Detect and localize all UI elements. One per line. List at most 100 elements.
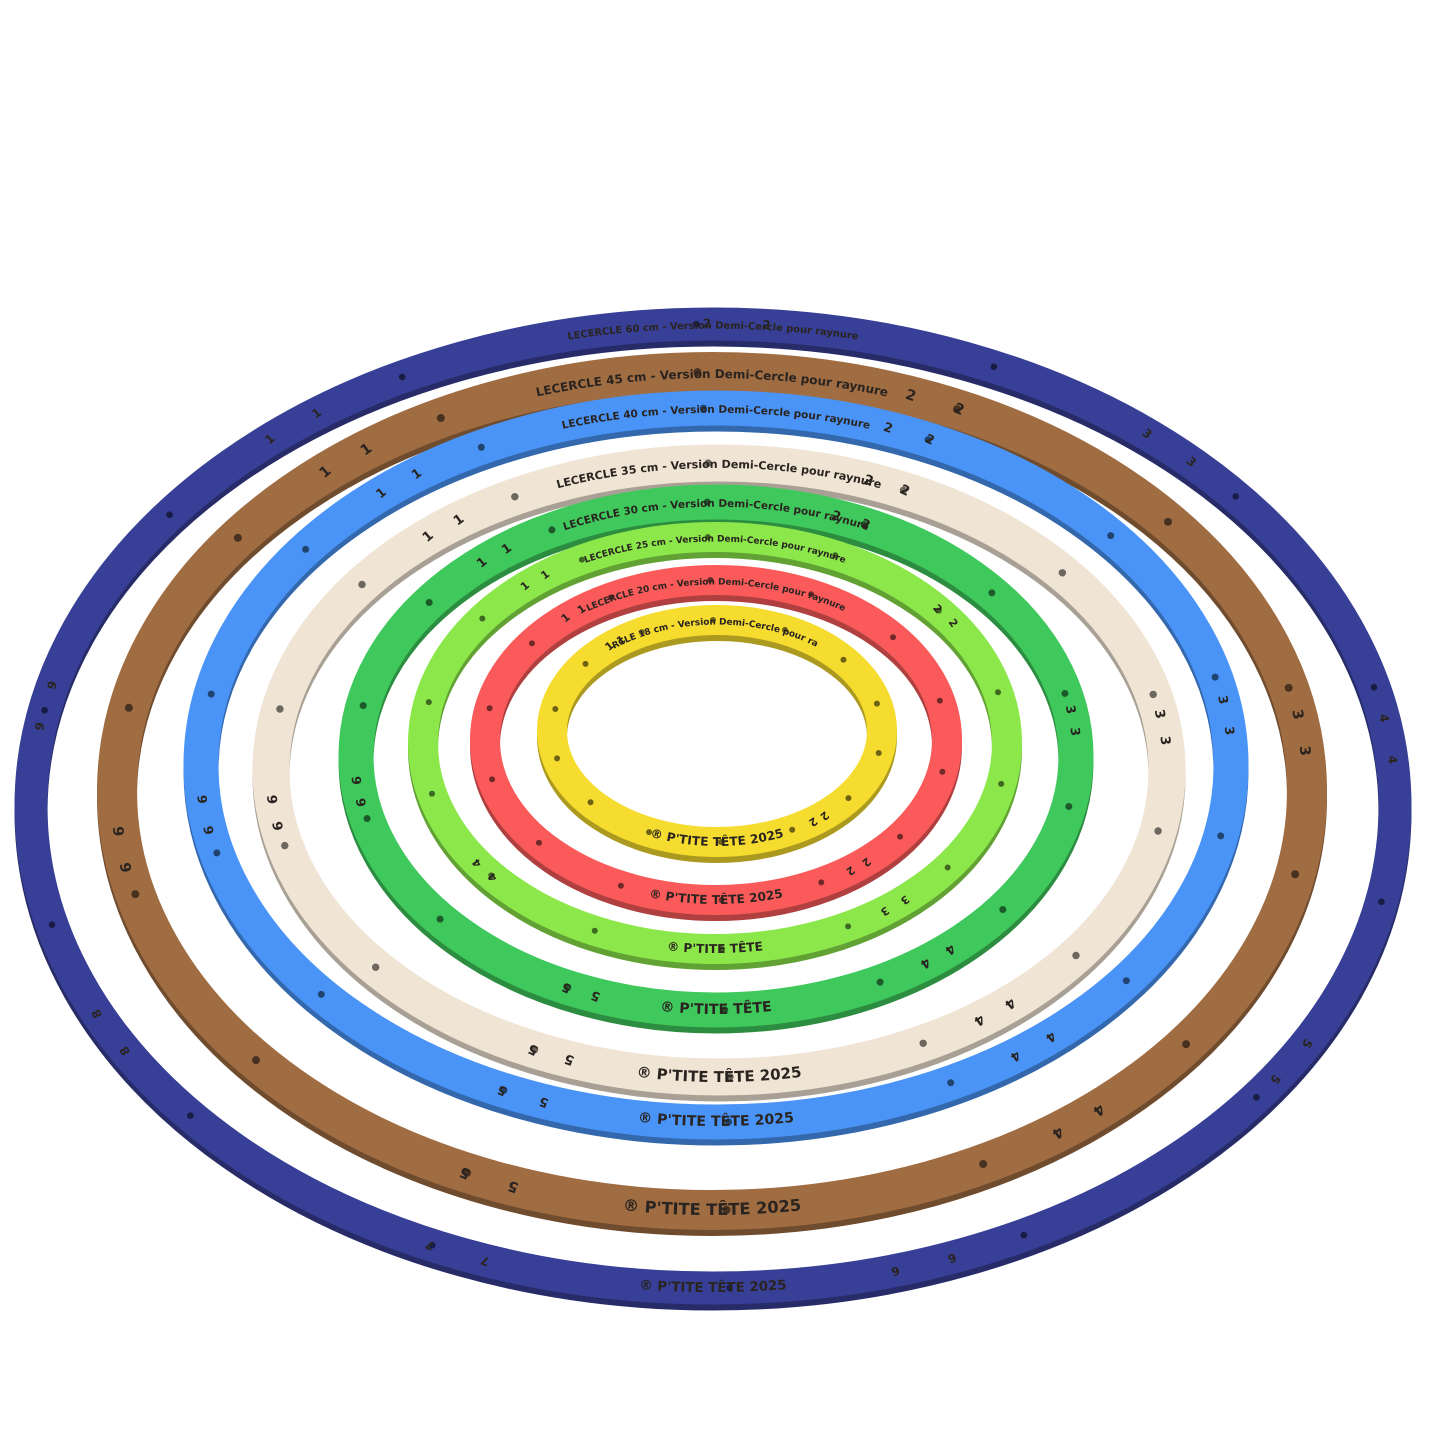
hole xyxy=(1253,1093,1260,1101)
ring-face xyxy=(470,565,962,915)
hole xyxy=(1107,532,1115,540)
hole xyxy=(995,689,1002,696)
hole xyxy=(564,983,572,991)
ring-number: 4 xyxy=(1385,755,1400,765)
hole xyxy=(840,656,847,663)
ring-brand-text: ® P'TITE TÊTE 2025 xyxy=(648,886,784,907)
hole xyxy=(935,607,942,614)
hole xyxy=(617,882,624,889)
hole xyxy=(124,703,133,712)
hole xyxy=(479,615,486,622)
hole xyxy=(845,795,852,802)
hole xyxy=(944,864,951,871)
ring: LECERCLE 25 cm - Version Demi-Cercle pou… xyxy=(408,522,1022,970)
ring-number: 6 xyxy=(200,824,216,836)
ring-number: 3 xyxy=(1067,726,1083,736)
hole xyxy=(428,790,435,797)
hole xyxy=(1370,684,1378,691)
hole xyxy=(398,373,406,381)
ring-number: 9 xyxy=(44,679,60,691)
ring-number: 3 xyxy=(1151,708,1167,720)
hole xyxy=(704,534,711,541)
hole xyxy=(1065,802,1073,810)
hole xyxy=(41,706,48,714)
ring-number: 6 xyxy=(353,797,369,809)
hole xyxy=(638,629,645,636)
ring-brand-text: ® P'TITE TÊTE xyxy=(666,939,763,956)
hole xyxy=(477,443,485,451)
hole xyxy=(693,320,700,328)
hole xyxy=(462,1168,471,1177)
ring-face xyxy=(183,390,1249,1140)
ring-number: 2 xyxy=(762,318,771,333)
ring: LECERCLE 45 cm - Version Demi-Cercle pou… xyxy=(97,352,1327,1236)
hole xyxy=(924,436,932,444)
ring-number: 6 xyxy=(111,825,128,837)
ring-brand: ® P'TITE TÊTE 2025 xyxy=(639,1278,787,1296)
ring-number: 3 xyxy=(1063,704,1079,715)
hole xyxy=(718,838,725,845)
hole xyxy=(726,1073,734,1081)
hole xyxy=(131,890,140,899)
hole xyxy=(1154,827,1162,835)
hole xyxy=(371,963,380,971)
hole xyxy=(425,699,432,706)
ring-number: 2 xyxy=(703,316,711,330)
hole xyxy=(704,459,712,467)
hole xyxy=(511,493,519,501)
hole xyxy=(845,923,852,930)
hole xyxy=(428,1241,436,1249)
hole xyxy=(48,921,56,928)
hole xyxy=(703,498,711,506)
ring-number: 6 xyxy=(890,1263,902,1279)
hole xyxy=(899,486,908,494)
hole xyxy=(582,660,589,667)
hole xyxy=(359,702,367,710)
hole xyxy=(1061,689,1069,697)
hole xyxy=(1072,951,1080,960)
hole xyxy=(276,705,284,713)
ring-number: 3 xyxy=(1215,694,1231,705)
hole xyxy=(1149,690,1157,699)
ring-number: 3 xyxy=(1288,708,1306,721)
hole xyxy=(707,577,714,584)
hole xyxy=(890,634,897,641)
hole xyxy=(500,1086,508,1094)
hole xyxy=(207,690,215,698)
ring-number: 3 xyxy=(1157,735,1173,746)
hole xyxy=(1284,683,1293,692)
hole xyxy=(808,591,815,598)
hole xyxy=(1164,517,1173,526)
hole xyxy=(302,545,310,553)
ring: LECERCLE 30 cm - Version Demi-Cercle pou… xyxy=(338,484,1094,1034)
hole xyxy=(489,776,496,783)
ring-number: 6 xyxy=(266,794,282,805)
hole xyxy=(1291,870,1300,879)
hole xyxy=(832,552,839,559)
ring: LECERCLE 60 cm - Version Demi-Cercle pou… xyxy=(14,307,1412,1311)
ring-number: 9 xyxy=(32,721,47,731)
ring-number: 6 xyxy=(271,820,287,832)
ring-number: 6 xyxy=(194,794,210,804)
hole xyxy=(548,526,556,534)
hole xyxy=(281,841,289,850)
hole xyxy=(990,363,998,371)
ring-brand: ® P'TITE TÊTE xyxy=(666,939,763,956)
hole xyxy=(897,833,904,840)
hole xyxy=(486,705,493,712)
hole xyxy=(947,1079,955,1087)
hole xyxy=(939,768,946,775)
hole xyxy=(936,697,943,704)
ring-face xyxy=(97,352,1327,1230)
hole xyxy=(818,879,825,886)
hole xyxy=(718,896,725,903)
hole xyxy=(722,1205,731,1214)
hole xyxy=(607,594,614,601)
hole xyxy=(998,780,1005,787)
ring-face xyxy=(408,522,1022,964)
hole xyxy=(721,1006,729,1014)
hole xyxy=(789,826,796,833)
hole xyxy=(358,580,366,589)
ring-number: 5 xyxy=(506,1177,521,1195)
